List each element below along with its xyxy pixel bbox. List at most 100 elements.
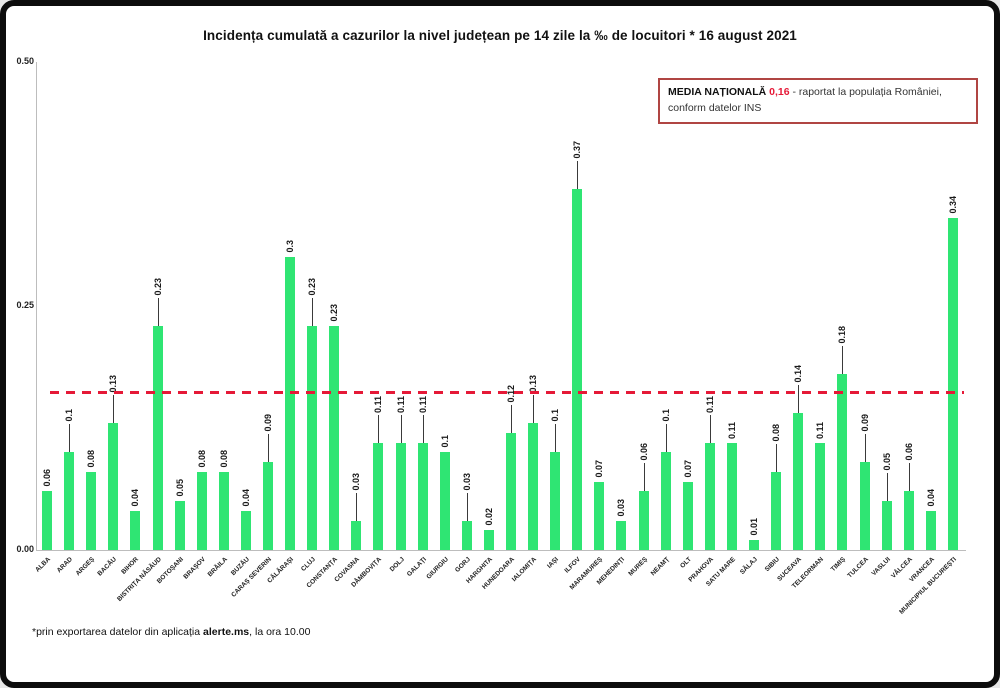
incidence-bar (616, 521, 627, 550)
bar-value-label: 0.08 (218, 450, 229, 468)
callout-line (422, 415, 424, 443)
bar-column: 0.11 DOLJ (388, 62, 412, 573)
callout-line (886, 473, 888, 501)
bar-column: 0.23 BISTRIȚA NĂSĂUD (116, 62, 168, 603)
incidence-bar (947, 218, 958, 550)
incidence-bar (130, 511, 141, 550)
bar-value-label: 0.1 (660, 409, 671, 422)
x-axis-line (36, 550, 966, 551)
incidence-bar (528, 423, 539, 550)
incidence-bar (152, 326, 163, 550)
bar-value-label: 0.1 (550, 409, 561, 422)
bar-column: 0.23 CONSTANȚA (306, 62, 345, 589)
bar-value-label: 0.23 (152, 278, 163, 296)
bar-column: 0.01 SĂLAJ (739, 62, 765, 576)
bar-value-label: 0.11 (417, 395, 428, 413)
bar-value-label: 0.11 (395, 395, 406, 413)
bar-column: 0.05 BOTOȘANI (155, 62, 191, 585)
incidence-bar (439, 452, 450, 550)
incidence-bar (903, 491, 914, 550)
incidence-bar (837, 374, 848, 550)
callout-line (533, 395, 535, 423)
footnote-suffix: , la ora 10.00 (249, 626, 311, 638)
bar-column: 0.11 DÂMBOVIȚA (351, 62, 389, 589)
bar-column: 0.04 BUZĂU (230, 62, 257, 577)
callout-line (113, 395, 115, 423)
bars-container: 0.06 ALBA 0.1 ARAD 0.08 ARGEȘ 0.13 BACĂU 0.04 BIH… (34, 62, 964, 616)
national-average-box: MEDIA NAȚIONALĂ 0,16 - raportat la popul… (658, 78, 978, 124)
bar-value-label: 0.14 (793, 365, 804, 383)
incidence-bar (594, 482, 605, 550)
bar-column: 0.04 VRANCEA (908, 62, 942, 584)
incidence-bar (262, 462, 273, 550)
bar-value-label: 0.04 (925, 489, 936, 507)
incidence-bar (64, 452, 75, 550)
incidence-bar (572, 189, 583, 550)
bar-column: 0.3 CĂLĂRAȘI (266, 62, 301, 585)
callout-line (555, 424, 557, 452)
callout-line (466, 493, 468, 521)
bar-column: 0.1 ARAD (56, 62, 80, 574)
callout-line (511, 405, 513, 433)
incidence-bar (240, 511, 251, 550)
y-tick-000: 0.00 (16, 544, 34, 554)
incidence-bar (307, 326, 318, 550)
plot-area: 0.06 ALBA 0.1 ARAD 0.08 ARGEȘ 0.13 BACĂU 0.04 BIH… (34, 62, 964, 616)
bar-column: 0.09 CARAȘ SEVERIN (230, 62, 279, 599)
callout-line (378, 415, 380, 443)
incidence-bar (417, 443, 428, 550)
bar-column: 0.09 TULCEA (846, 62, 875, 580)
bar-column: 0.11 TELEORMAN (791, 62, 831, 590)
bar-column: 0.05 VASLUI (870, 62, 898, 577)
bar-value-label: 0.3 (285, 240, 296, 253)
bar-value-label: 0.11 (704, 395, 715, 413)
bar-column: 0.06 MUREȘ (627, 62, 655, 578)
callout-line (157, 298, 159, 326)
y-tick-025: 0.25 (16, 300, 34, 310)
bar-column: 0.13 IALOMIȚA (511, 62, 544, 583)
incidence-bar (285, 257, 296, 550)
incidence-bar (682, 482, 693, 550)
bar-value-label: 0.1 (439, 435, 450, 448)
callout-line (312, 298, 314, 326)
incidence-bar (483, 530, 494, 550)
bar-column: 0.11 PRAHOVA (687, 62, 721, 584)
bar-value-label: 0.11 (726, 421, 737, 439)
footnote-prefix: *prin exportarea datelor din aplicația (32, 626, 204, 638)
bar-column: 0.08 BRAȘOV (182, 62, 213, 581)
national-average-text: - raportat la populația României, confor… (668, 86, 942, 114)
incidence-bar (771, 472, 782, 550)
bar-value-label: 0.08 (196, 450, 207, 468)
bar-value-label: 0.05 (881, 453, 892, 471)
chart-title: Incidența cumulată a cazurilor la nivel … (203, 28, 797, 43)
bar-column: 0.06 ALBA (34, 62, 58, 574)
bar-value-label: 0.03 (461, 473, 472, 491)
bar-column: 0.34 MUNICIPIUL BUCUREȘTI (898, 62, 964, 616)
bar-value-label: 0.04 (130, 489, 141, 507)
bar-value-label: 0.04 (240, 489, 251, 507)
footnote: *prin exportarea datelor din aplicația a… (32, 626, 310, 638)
bar-column: 0.11 GALAȚI (406, 62, 434, 578)
bar-value-label: 0.08 (86, 450, 97, 468)
incidence-bar (638, 491, 649, 550)
bar-value-label: 0.03 (616, 499, 627, 517)
bar-value-label: 0.37 (572, 141, 583, 159)
incidence-bar (550, 452, 561, 550)
incidence-bar (42, 491, 53, 550)
callout-line (709, 415, 711, 443)
bar-column: 0.08 BRĂILA (206, 62, 235, 578)
incidence-bar (196, 472, 207, 550)
bar-value-label: 0.06 (42, 469, 53, 487)
national-average-label: MEDIA NAȚIONALĂ (668, 86, 770, 98)
incidence-bar (218, 472, 229, 550)
bar-value-label: 0.18 (837, 326, 848, 344)
bar-value-label: 0.11 (373, 395, 384, 413)
incidence-bar (506, 433, 517, 550)
national-average-value: 0,16 (769, 86, 790, 98)
bar-column: 0.12 HUNEDOARA (481, 62, 522, 591)
bar-column: 0.03 MEHEDINȚI (596, 62, 632, 586)
incidence-bar (329, 326, 340, 550)
bar-column: 0.23 CLUJ (300, 62, 323, 573)
national-average-line (50, 391, 964, 394)
